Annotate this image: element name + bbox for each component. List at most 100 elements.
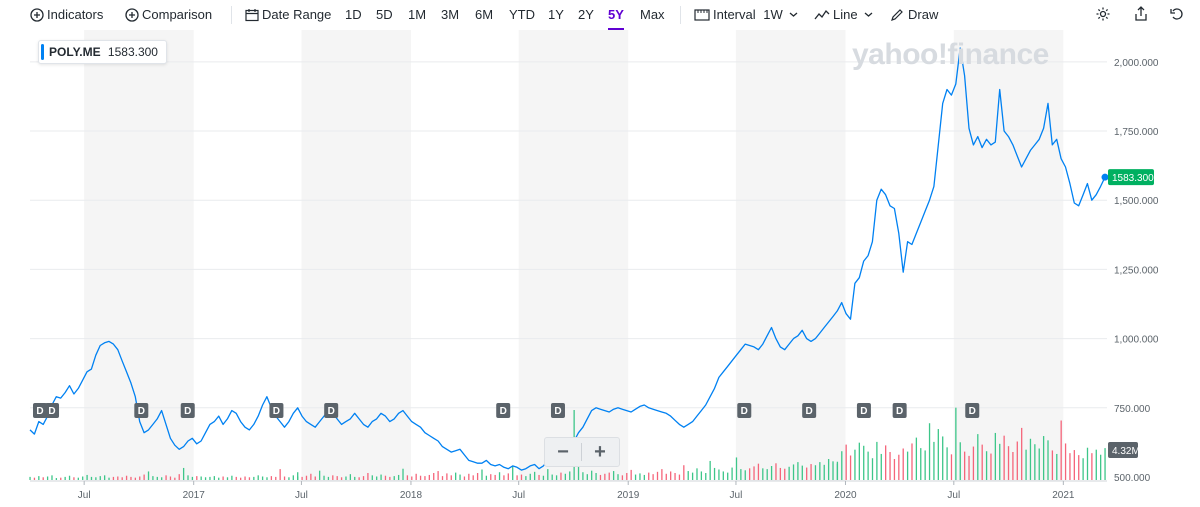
range-3m[interactable]: 3M (441, 7, 460, 22)
dividend-marker[interactable] (269, 403, 284, 418)
interval-icon (694, 9, 710, 21)
toolbar-divider (231, 6, 232, 24)
volume-bar (911, 443, 913, 480)
volume-bar (402, 468, 404, 480)
volume-bar (1038, 448, 1040, 480)
volume-bar (503, 475, 505, 480)
range-1m[interactable]: 1M (408, 7, 427, 22)
volume-bar (95, 477, 97, 480)
volume-bar (51, 475, 53, 480)
volume-bar (968, 455, 970, 480)
range-2y[interactable]: 2Y (578, 7, 594, 22)
range-ytd[interactable]: YTD (509, 7, 535, 22)
volume-bar (955, 407, 957, 480)
range-1d[interactable]: 1D (345, 7, 362, 22)
x-tick-label: 2020 (834, 490, 857, 501)
series-color-swatch (41, 44, 44, 60)
half-year-band (735, 30, 846, 481)
volume-bar (946, 447, 948, 480)
draw-button[interactable]: Draw (890, 6, 938, 24)
indicators-button[interactable]: Indicators (30, 6, 103, 24)
volume-bar (599, 474, 602, 480)
volume-bar (832, 461, 834, 480)
chart-area[interactable]: 2,000.000 1,750.000 1,500.000 1,250.000 1,00… (0, 30, 1200, 507)
volume-bar (393, 476, 395, 480)
yahoo-finance-watermark: yahoo!finance (852, 38, 1049, 71)
volume-bar (468, 473, 470, 480)
dividend-marker[interactable] (33, 403, 47, 418)
dividend-marker[interactable] (856, 403, 871, 418)
dividend-marker[interactable] (802, 403, 817, 418)
dividend-marker[interactable] (965, 403, 980, 418)
range-6m[interactable]: 6M (475, 7, 494, 22)
volume-bar (222, 476, 224, 480)
range-5d[interactable]: 5D (376, 7, 393, 22)
share-button[interactable] (1134, 6, 1151, 24)
volume-bar (270, 476, 273, 480)
dividend-marker[interactable] (496, 403, 511, 418)
range-max[interactable]: Max (640, 7, 665, 22)
volume-bar (371, 475, 373, 480)
volume-bar (1056, 453, 1058, 480)
comparison-button[interactable]: Comparison (125, 6, 212, 24)
volume-bar (889, 452, 891, 480)
range-5y[interactable]: 5Y (608, 6, 624, 30)
zoom-out-button[interactable]: − (557, 441, 569, 463)
dividend-marker[interactable] (892, 403, 907, 418)
volume-bar (648, 472, 650, 480)
price-chart[interactable]: 2,000.000 1,750.000 1,500.000 1,250.000 1,00… (0, 30, 1200, 507)
volume-bar (898, 454, 900, 480)
dividend-marker[interactable] (134, 403, 149, 418)
volume-bar (845, 444, 847, 480)
y-tick-label: 500.000 (1114, 473, 1151, 484)
half-year-band (301, 30, 411, 481)
dividend-marker[interactable] (550, 403, 565, 418)
volume-bar (819, 462, 821, 480)
volume-bar (297, 476, 299, 480)
volume-bar (213, 476, 215, 480)
dividend-marker[interactable] (324, 403, 339, 418)
volume-bar (490, 474, 492, 480)
reset-button[interactable] (1170, 6, 1188, 24)
volume-bar (1007, 446, 1010, 480)
volume-bar (476, 473, 479, 480)
chart-type-dropdown[interactable]: Line (814, 6, 876, 24)
volume-bar (1029, 438, 1032, 480)
ticker-legend[interactable]: POLY.ME 1583.300 (38, 40, 167, 64)
volume-bar (1078, 455, 1080, 480)
dividend-marker[interactable] (737, 403, 752, 418)
volume-bar (196, 476, 198, 480)
gear-icon (1096, 7, 1110, 21)
volume-bar (836, 461, 839, 480)
volume-bar (533, 471, 536, 480)
volume-bar (753, 466, 755, 480)
volume-bar (981, 444, 983, 480)
y-tick-label: 2,000.000 (1114, 58, 1159, 69)
volume-bar (73, 477, 75, 480)
volume-bar (406, 475, 409, 480)
volume-bar (275, 476, 277, 480)
volume-bar (937, 429, 939, 480)
dividend-marker-label: D (969, 406, 976, 417)
volume-bar (770, 466, 773, 480)
dividend-marker[interactable] (45, 403, 60, 418)
settings-button[interactable] (1095, 6, 1114, 24)
dividend-marker[interactable] (180, 403, 195, 418)
volume-bar (705, 473, 707, 480)
date-range-button[interactable]: Date Range (245, 6, 331, 24)
range-1y[interactable]: 1Y (548, 7, 564, 22)
zoom-in-button[interactable]: + (594, 441, 606, 463)
interval-dropdown[interactable]: Interval 1W (694, 6, 801, 24)
volume-bar (318, 470, 321, 480)
volume-bar (1034, 444, 1036, 480)
y-tick-label: 1,500.000 (1114, 196, 1159, 207)
volume-bar (117, 476, 119, 480)
volume-bar (46, 476, 49, 480)
zoom-divider (581, 443, 582, 461)
volume-bar (801, 465, 803, 480)
volume-bar (174, 477, 176, 480)
volume-bar (292, 475, 294, 480)
volume-bar (639, 473, 641, 480)
x-tick-label: 2018 (400, 490, 423, 501)
volume-bar (1100, 454, 1102, 480)
